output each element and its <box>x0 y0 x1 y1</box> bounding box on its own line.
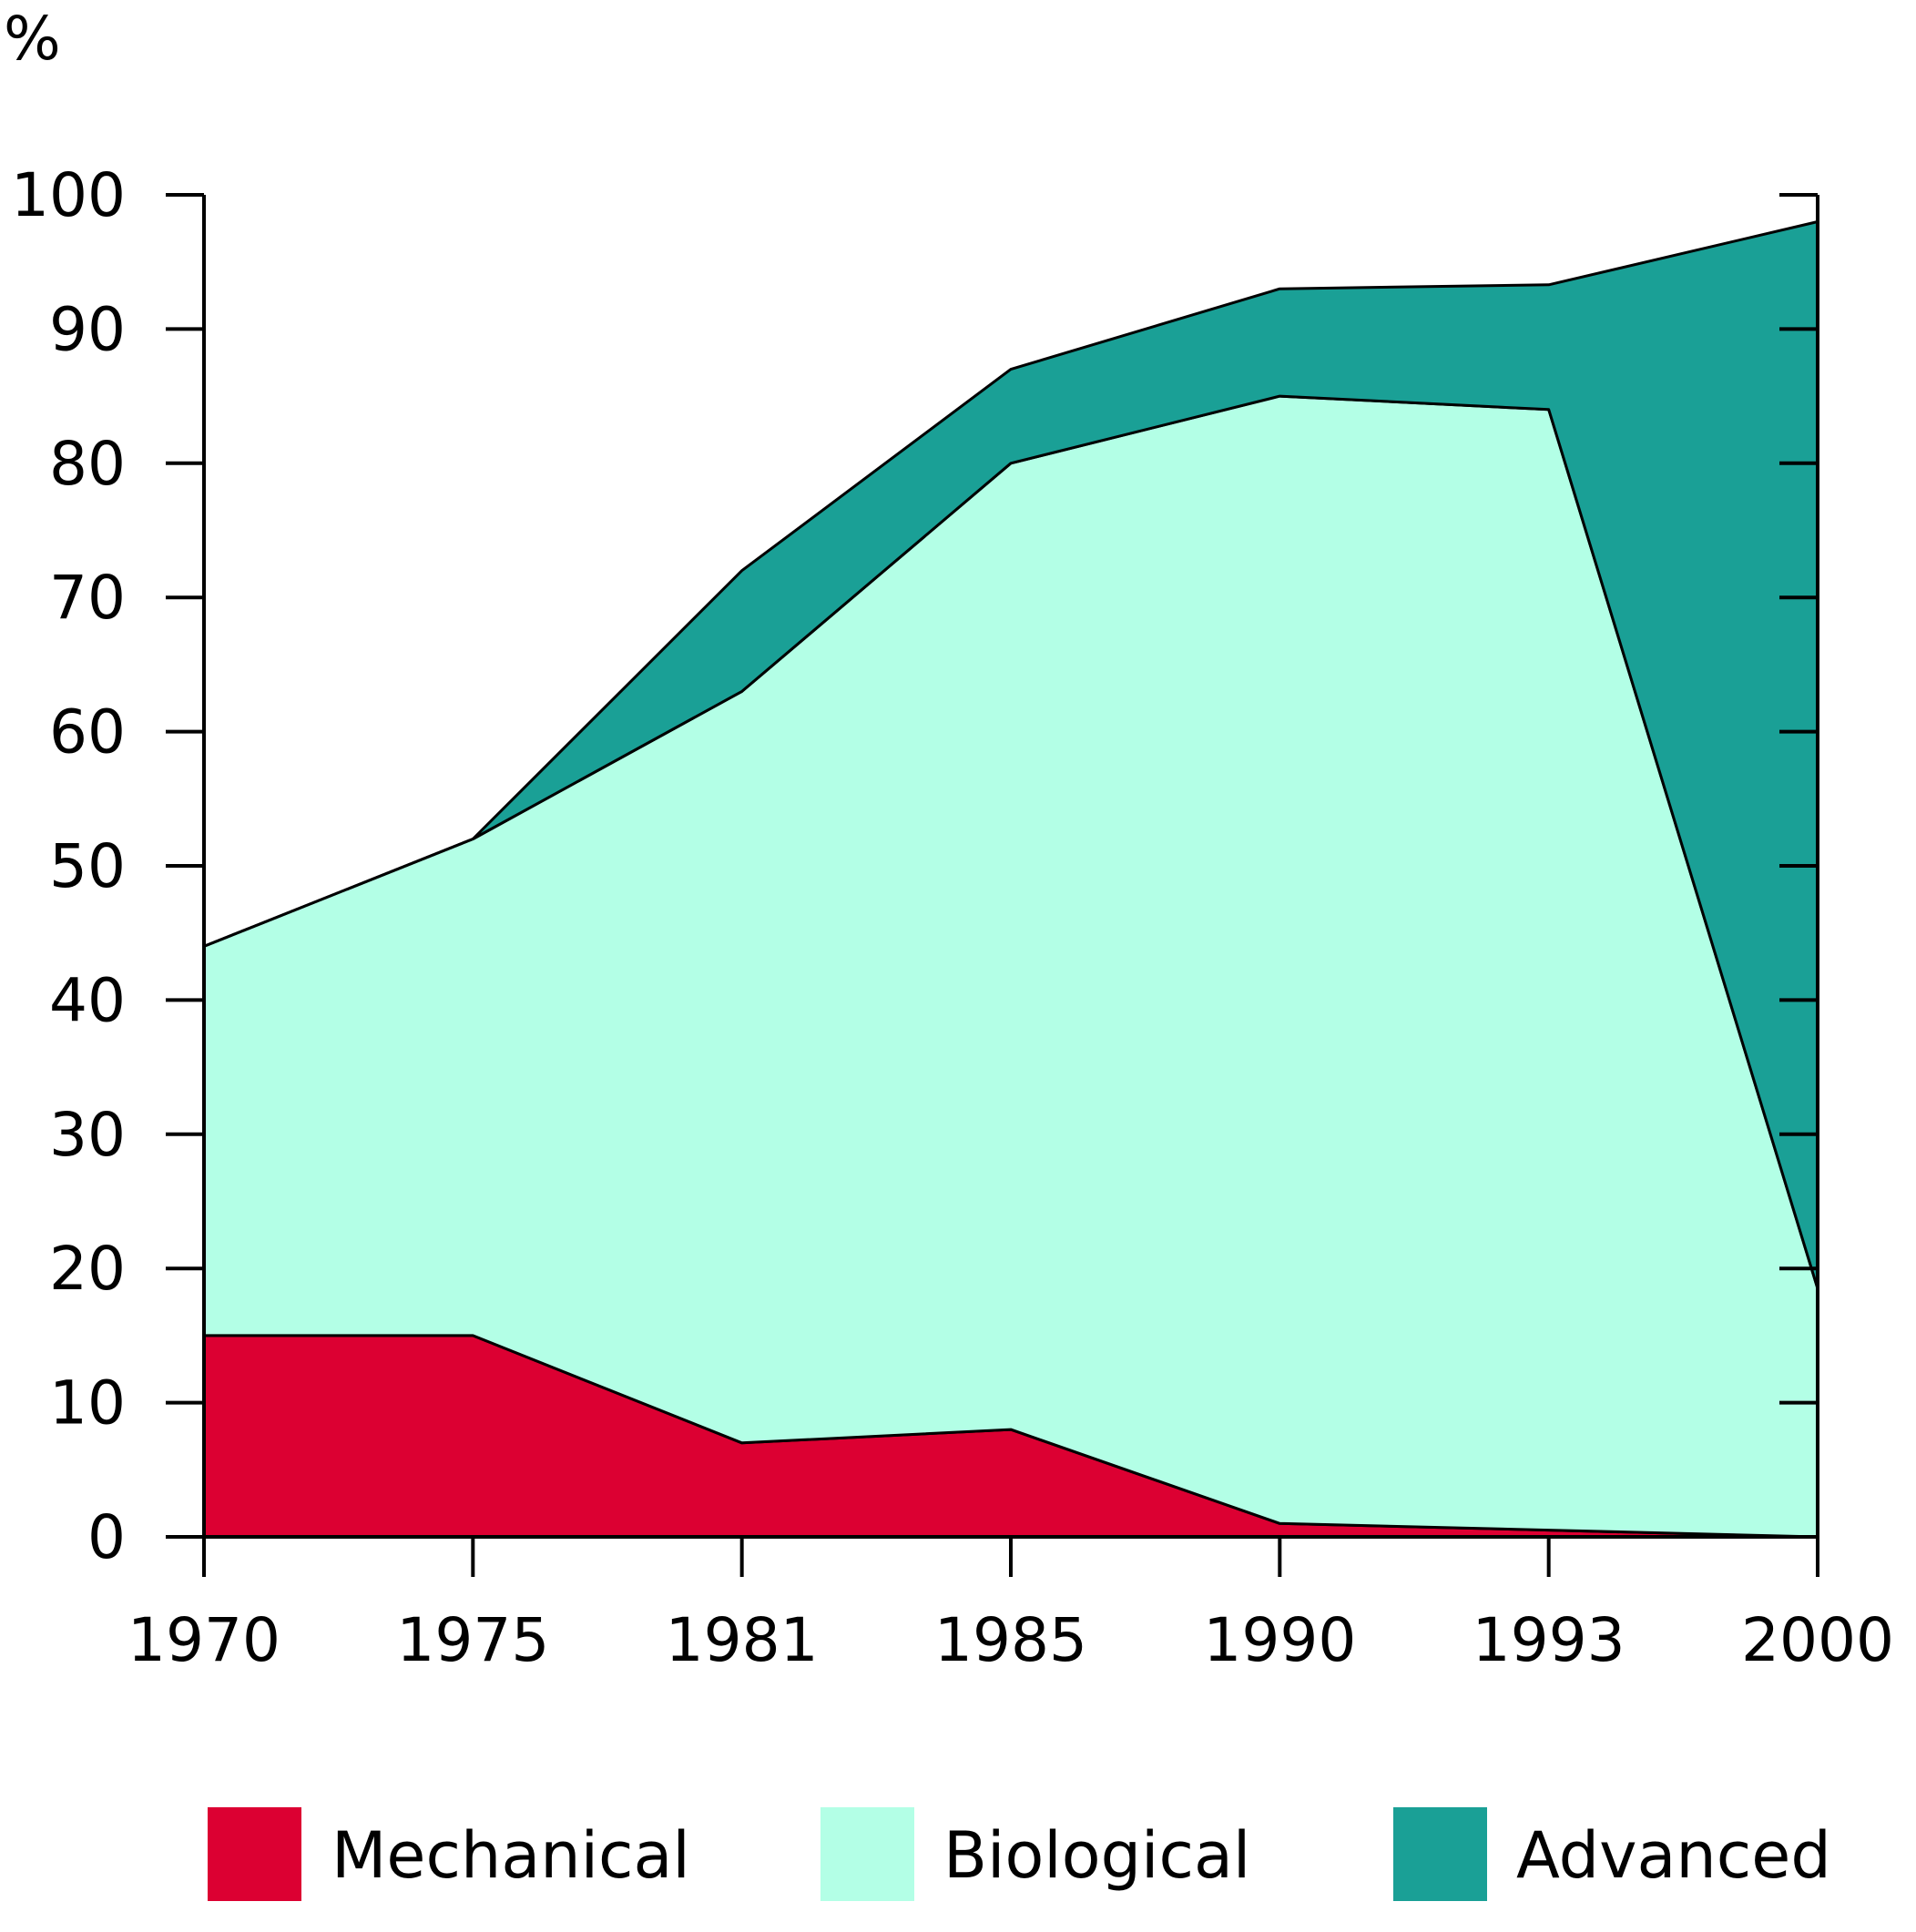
x-tick-label: 1975 <box>396 1605 549 1675</box>
y-tick-label: 10 <box>49 1368 126 1439</box>
legend-swatch-mechanical <box>208 1807 301 1901</box>
y-axis-ticks: 0 10 20 30 40 50 60 70 80 90 100 <box>11 160 1818 1572</box>
x-tick-label: 1993 <box>1473 1605 1626 1675</box>
legend-swatch-advanced <box>1393 1807 1487 1901</box>
x-axis-ticks: 1970 1975 1981 1985 1990 1993 2000 <box>127 1537 1894 1675</box>
legend-label-advanced: Advanced <box>1516 1818 1831 1893</box>
y-tick-label: 80 <box>49 429 126 499</box>
y-axis-unit-label: % <box>4 4 61 74</box>
y-tick-label: 40 <box>49 965 126 1035</box>
y-tick-label: 30 <box>49 1100 126 1170</box>
y-tick-label: 60 <box>49 697 126 768</box>
y-tick-label: 90 <box>49 294 126 364</box>
legend: Mechanical Biological Advanced <box>208 1807 1831 1901</box>
legend-label-biological: Biological <box>943 1818 1250 1893</box>
y-tick-label: 20 <box>49 1234 126 1304</box>
legend-swatch-biological <box>820 1807 914 1901</box>
y-tick-label: 50 <box>49 831 126 901</box>
x-tick-label: 1970 <box>127 1605 280 1675</box>
x-tick-label: 1981 <box>666 1605 819 1675</box>
y-tick-label: 70 <box>49 563 126 633</box>
x-tick-label: 1990 <box>1203 1605 1356 1675</box>
x-tick-label: 1985 <box>934 1605 1087 1675</box>
y-tick-label: 0 <box>87 1502 126 1572</box>
x-tick-label: 2000 <box>1741 1605 1894 1675</box>
legend-label-mechanical: Mechanical <box>331 1818 690 1893</box>
area-layers <box>202 220 1819 1539</box>
y-tick-label: 100 <box>11 160 126 230</box>
